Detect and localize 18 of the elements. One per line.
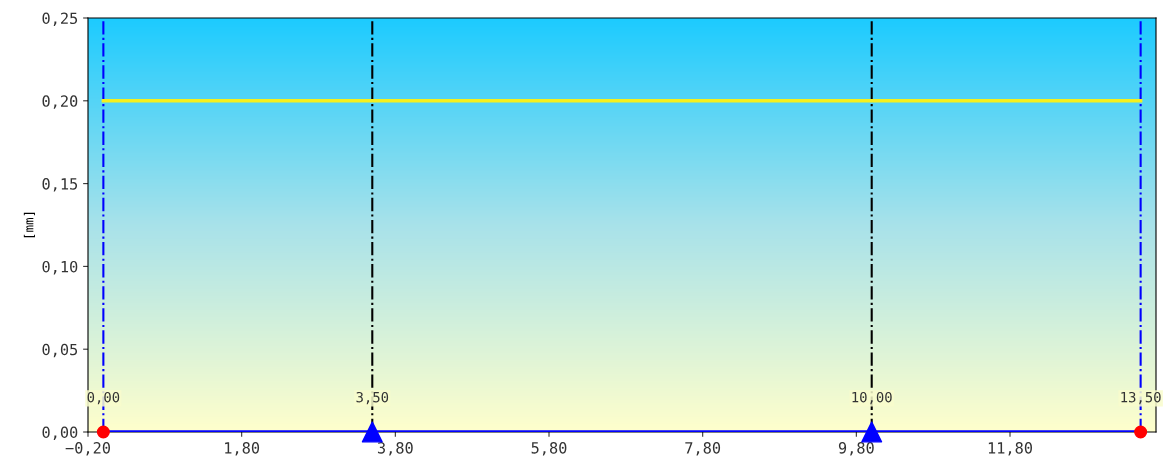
y-tick-label: 0,10 — [42, 260, 78, 275]
ref-line-label: 13,50 — [1121, 391, 1161, 405]
x-tick-label: 9,80 — [838, 442, 874, 456]
x-tick-label: 7,80 — [685, 442, 721, 456]
y-tick-label: 0,25 — [42, 12, 78, 26]
x-tick-label: 5,80 — [531, 442, 567, 456]
ref-line-label: 0,00 — [87, 391, 120, 405]
ref-line-label: 10,00 — [852, 391, 892, 405]
x-tick-label: 11,80 — [988, 442, 1033, 456]
x-tick-label: 1,80 — [225, 442, 260, 456]
y-tick-label: 0,15 — [42, 178, 78, 192]
y-tick-label: 0,20 — [42, 95, 78, 109]
y-axis-title: [mm] — [23, 212, 35, 238]
x-tick-label: −0,20 — [65, 442, 110, 456]
ref-line-label: 3,50 — [356, 391, 389, 405]
y-tick-label: 0,00 — [42, 426, 78, 440]
y-tick-label: 0,05 — [42, 343, 78, 358]
x-tick-label: 3,80 — [377, 442, 413, 456]
